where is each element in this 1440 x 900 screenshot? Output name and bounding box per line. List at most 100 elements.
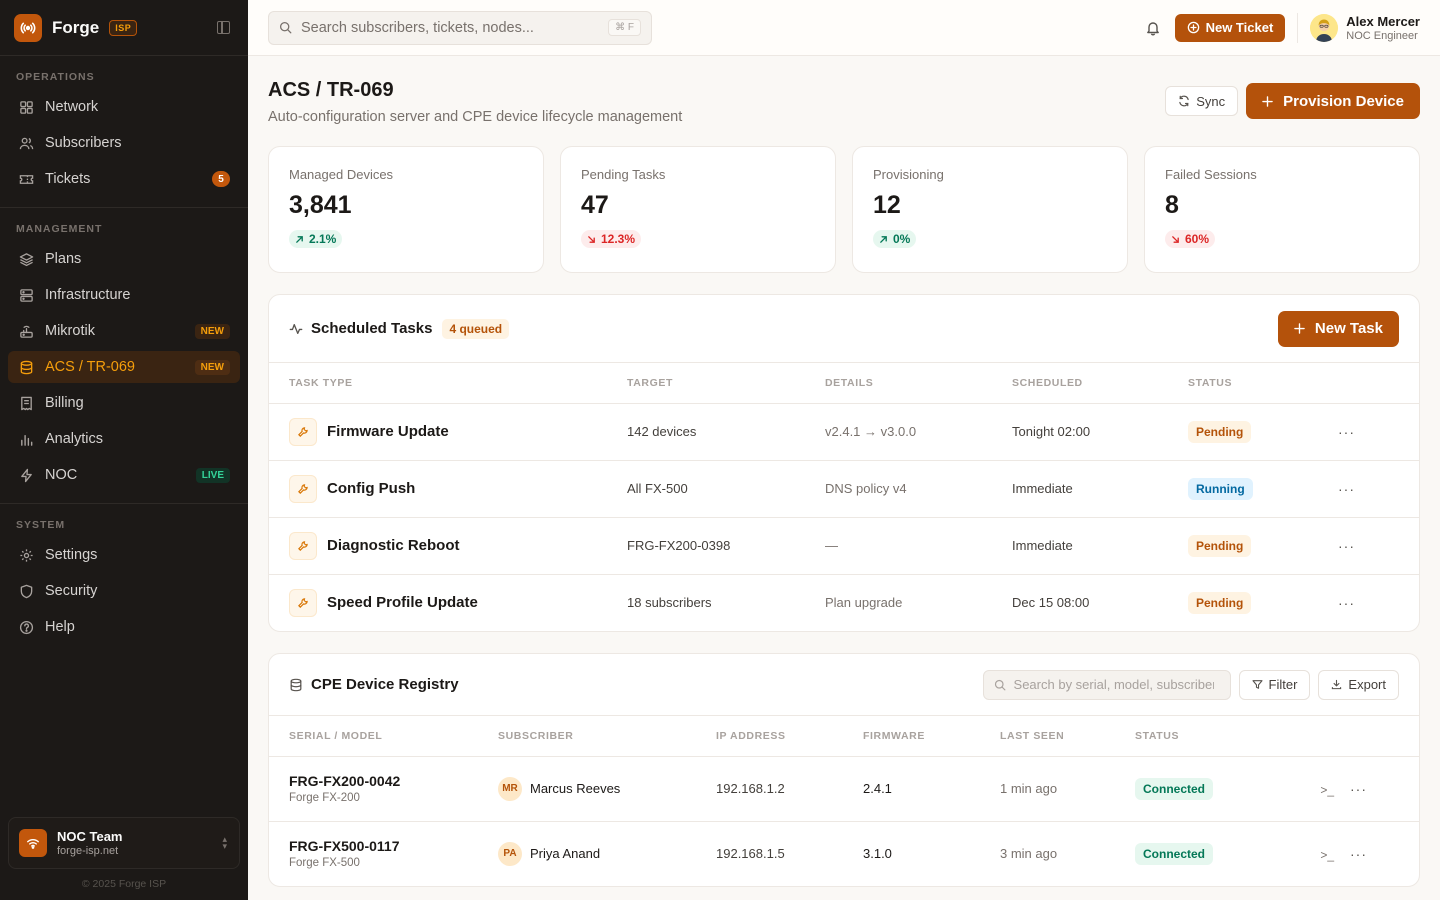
server-icon — [18, 287, 34, 303]
table-row[interactable]: FRG-FX500-0117 Forge FX-500 PA Priya Anand… — [269, 821, 1419, 886]
task-scheduled: Dec 15 08:00 — [1012, 595, 1090, 611]
stat-label: Managed Devices — [289, 167, 394, 182]
stat-card-failed-sessions: Failed Sessions 8 60% — [1144, 146, 1420, 273]
sidebar-item-mikrotik[interactable]: Mikrotik NEW — [8, 315, 240, 347]
sidebar-item-network[interactable]: Network — [8, 91, 240, 123]
nav-section-management: MANAGEMENT Plans Infrastructure Mikrotik… — [0, 208, 248, 504]
status-badge: Pending — [1188, 591, 1252, 614]
more-icon[interactable]: ··· — [1338, 594, 1355, 611]
device-serial: FRG-FX500-0117 — [289, 838, 400, 855]
sidebar-item-subscribers[interactable]: Subscribers — [8, 127, 240, 159]
stat-delta-value: 12.3% — [601, 232, 636, 246]
task-details: Plan upgrade — [825, 595, 903, 611]
new-ticket-label: New Ticket — [1205, 20, 1274, 35]
arrow-up-right-icon — [295, 235, 304, 244]
task-target: 18 subscribers — [627, 595, 712, 611]
sidebar-item-analytics[interactable]: Analytics — [8, 423, 240, 455]
filter-button[interactable]: Filter — [1238, 669, 1311, 700]
bell-icon[interactable] — [1145, 20, 1161, 36]
search-input[interactable] — [301, 19, 609, 36]
page-header: ACS / TR-069 Auto-configuration server a… — [268, 78, 1420, 146]
topbar: ⌘ F New Ticket Alex Mercer NOC Engineer — [248, 0, 1440, 56]
sidebar-item-acs-tr069[interactable]: ACS / TR-069 NEW — [8, 351, 240, 383]
stat-value: 8 — [1165, 191, 1179, 219]
new-ticket-button[interactable]: New Ticket — [1174, 13, 1286, 42]
sidebar-item-label: Infrastructure — [45, 287, 131, 303]
status-badge: Running — [1188, 477, 1253, 500]
terminal-icon[interactable]: >_ — [1320, 782, 1334, 797]
export-button[interactable]: Export — [1318, 669, 1399, 700]
column-header[interactable]: LAST SEEN — [980, 716, 1115, 757]
task-scheduled: Immediate — [992, 460, 1168, 518]
terminal-icon[interactable]: >_ — [1320, 847, 1334, 862]
column-header[interactable]: DETAILS — [805, 363, 992, 404]
stats-row: Managed Devices 3,841 2.1% Pending Tasks… — [268, 146, 1420, 273]
sidebar-item-label: Mikrotik — [45, 323, 95, 339]
provision-device-button[interactable]: Provision Device — [1246, 83, 1420, 119]
database-icon — [18, 359, 34, 375]
user-menu[interactable]: Alex Mercer NOC Engineer — [1310, 13, 1420, 42]
team-switcher[interactable]: NOC Team forge-isp.net ▴ ▾ — [8, 817, 240, 869]
column-header[interactable]: IP ADDRESS — [696, 716, 843, 757]
global-search[interactable]: ⌘ F — [268, 10, 652, 45]
sidebar-item-settings[interactable]: Settings — [8, 539, 240, 571]
status-badge: Pending — [1188, 420, 1252, 443]
grid-icon — [18, 99, 34, 115]
column-header[interactable]: STATUS — [1115, 716, 1295, 757]
stat-card-managed-devices: Managed Devices 3,841 2.1% — [268, 146, 544, 273]
subscriber-name: Marcus Reeves — [530, 781, 621, 796]
stat-label: Failed Sessions — [1165, 167, 1257, 182]
more-icon[interactable]: ··· — [1338, 423, 1355, 440]
table-row[interactable]: Speed Profile Update 18 subscribers Plan… — [269, 574, 1419, 631]
column-header[interactable]: STATUS — [1168, 363, 1318, 404]
task-details: DNS policy v4 — [805, 460, 992, 518]
column-header[interactable]: SCHEDULED — [992, 363, 1168, 404]
sidebar-collapse-icon[interactable] — [217, 21, 230, 34]
sidebar-item-security[interactable]: Security — [8, 575, 240, 607]
stat-value: 3,841 — [289, 191, 352, 219]
sidebar-item-billing[interactable]: Billing — [8, 387, 240, 419]
more-icon[interactable]: ··· — [1350, 845, 1367, 862]
task-target: FRG-FX200-0398 — [607, 517, 805, 575]
column-header[interactable]: FIRMWARE — [843, 716, 980, 757]
task-target: All FX-500 — [607, 460, 805, 518]
sidebar-item-help[interactable]: Help — [8, 611, 240, 643]
more-icon[interactable]: ··· — [1338, 537, 1355, 554]
brand: Forge ISP — [0, 0, 248, 56]
sidebar-item-label: ACS / TR-069 — [45, 359, 135, 375]
registry-search-input[interactable] — [1013, 677, 1214, 692]
table-row[interactable]: Firmware Update 142 devices v2.4.1 → v3.… — [269, 403, 1419, 461]
stat-label: Provisioning — [873, 167, 944, 182]
stat-delta: 2.1% — [289, 230, 343, 248]
new-task-button[interactable]: New Task — [1277, 310, 1399, 347]
table-row[interactable]: Config Push All FX-500 DNS policy v4 Imm… — [269, 460, 1419, 518]
sidebar-item-infrastructure[interactable]: Infrastructure — [8, 279, 240, 311]
sync-label: Sync — [1196, 93, 1226, 109]
task-type: Speed Profile Update — [327, 594, 478, 612]
registry-table: SERIAL / MODEL SUBSCRIBER IP ADDRESS FIR… — [269, 716, 1419, 886]
tickets-count-badge: 5 — [212, 171, 230, 187]
sidebar-item-tickets[interactable]: Tickets 5 — [8, 163, 240, 195]
task-target: 142 devices — [607, 403, 805, 461]
sidebar-item-plans[interactable]: Plans — [8, 243, 240, 275]
sidebar-item-label: Network — [45, 99, 99, 115]
column-header[interactable]: SERIAL / MODEL — [269, 716, 478, 757]
new-task-label: New Task — [1314, 320, 1383, 337]
column-header[interactable]: TARGET — [607, 363, 805, 404]
registry-search[interactable] — [982, 669, 1231, 700]
database-icon — [289, 678, 303, 692]
sidebar-item-label: Help — [45, 619, 75, 635]
column-header[interactable]: TASK TYPE — [269, 363, 607, 404]
sidebar-item-noc[interactable]: NOC LIVE — [8, 459, 240, 491]
export-label: Export — [1348, 677, 1386, 692]
column-header[interactable]: SUBSCRIBER — [478, 716, 696, 757]
sidebar-item-label: Settings — [45, 547, 98, 563]
cpe-registry-card: CPE Device Registry Filter — [268, 653, 1420, 887]
table-row[interactable]: FRG-FX200-0042 Forge FX-200 MR Marcus Reev… — [269, 756, 1419, 822]
wrench-icon — [289, 588, 317, 617]
more-icon[interactable]: ··· — [1338, 480, 1355, 497]
table-row[interactable]: Diagnostic Reboot FRG-FX200-0398 — Immed… — [269, 517, 1419, 575]
avatar: PA — [498, 841, 522, 866]
more-icon[interactable]: ··· — [1350, 780, 1367, 797]
sync-button[interactable]: Sync — [1165, 86, 1239, 116]
